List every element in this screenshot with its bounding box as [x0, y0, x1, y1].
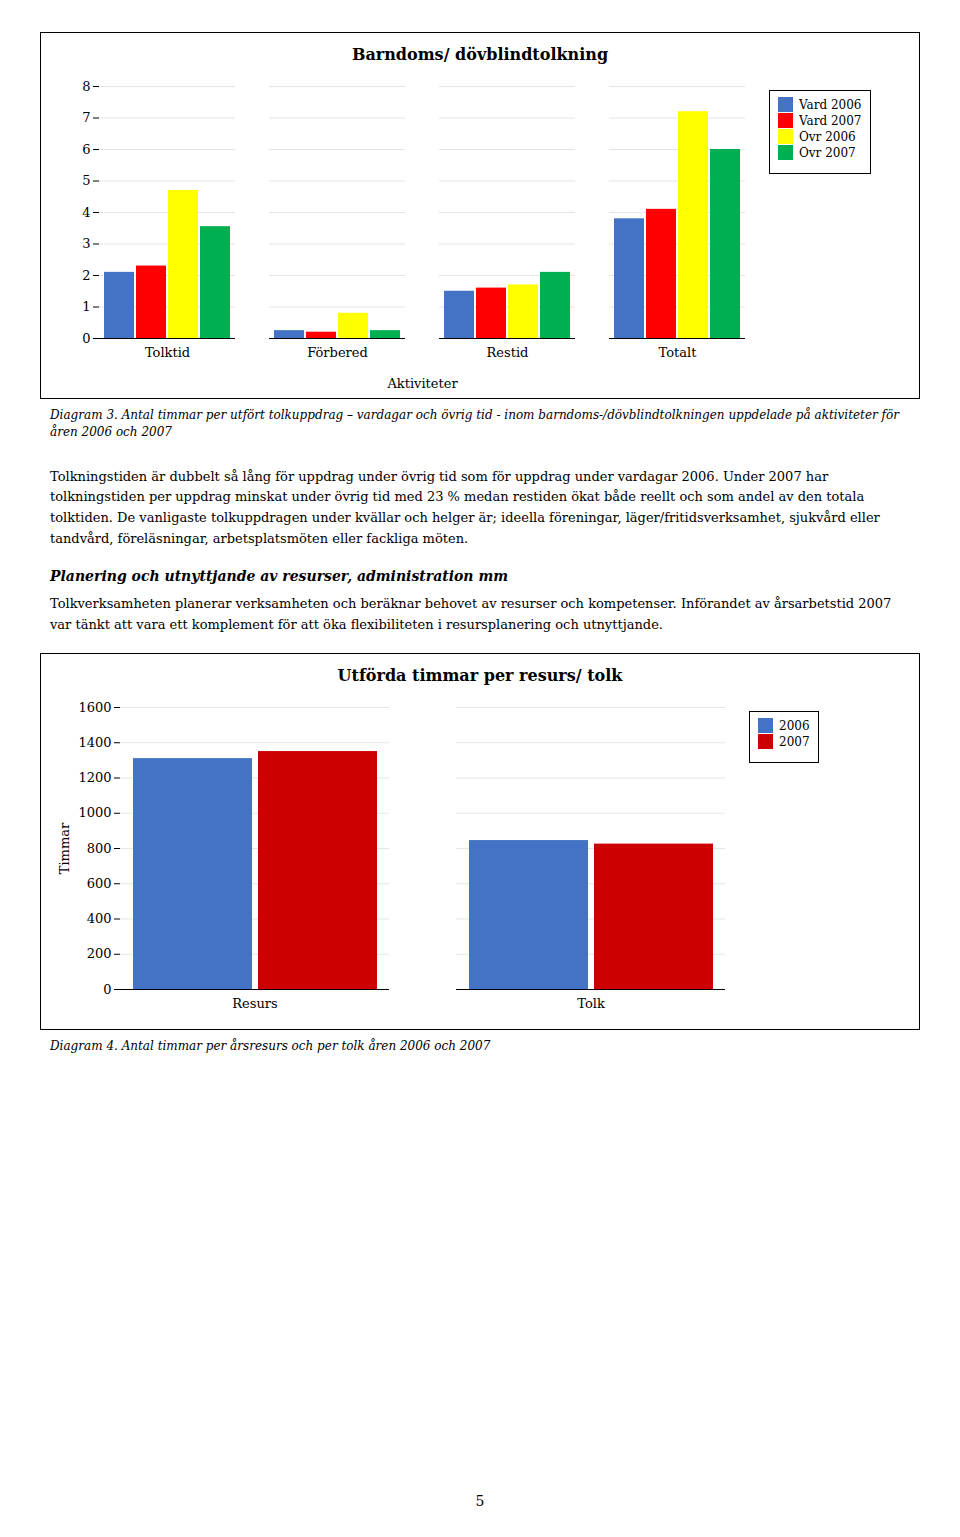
html-text:Diagram 3. Antal timmar per ut: Diagram 3. Antal timmar per utfört tolku… — [50, 408, 899, 439]
html-text:2006: 2006 — [779, 718, 810, 733]
html-text:Tolkningstiden är dubbelt så l: Tolkningstiden är dubbelt så lång för up… — [50, 468, 880, 546]
svg-text:7: 7 — [82, 110, 90, 125]
html-text:Planering och utnyttjande av r: Planering och utnyttjande av resurser, a… — [50, 567, 508, 584]
svg-text:3: 3 — [82, 236, 90, 251]
svg-text:Aktiviteter: Aktiviteter — [386, 376, 458, 391]
svg-text:1: 1 — [82, 299, 90, 314]
svg-text:800: 800 — [87, 841, 112, 856]
svg-text:2: 2 — [82, 268, 90, 283]
html-text:Tolkverksamheten planerar verk: Tolkverksamheten planerar verksamheten o… — [50, 595, 892, 632]
html-text:Barndoms/ dövblindtolkning: Barndoms/ dövblindtolkning — [351, 45, 609, 64]
svg-text:Timmar: Timmar — [57, 822, 72, 874]
svg-text:1600: 1600 — [78, 700, 111, 715]
svg-text:Tolktid: Tolktid — [145, 345, 190, 360]
svg-text:Resurs: Resurs — [232, 996, 277, 1011]
svg-text:0: 0 — [103, 982, 111, 997]
svg-text:200: 200 — [87, 947, 112, 962]
svg-text:Restid: Restid — [487, 345, 529, 360]
svg-text:6: 6 — [82, 142, 90, 157]
html-text:Övr 2006: Övr 2006 — [799, 129, 856, 144]
svg-text:0: 0 — [82, 331, 90, 346]
svg-text:8: 8 — [82, 79, 90, 94]
svg-text:600: 600 — [87, 876, 112, 891]
svg-text:1000: 1000 — [78, 806, 111, 821]
html-text:Vard 2007: Vard 2007 — [799, 113, 862, 128]
svg-text:5: 5 — [82, 173, 90, 188]
html-text:Övr 2007: Övr 2007 — [799, 145, 856, 160]
html-text:2007: 2007 — [779, 734, 810, 749]
html-text:5: 5 — [475, 1493, 485, 1509]
svg-text:Totalt: Totalt — [659, 345, 698, 360]
html-text:Vard 2006: Vard 2006 — [799, 97, 862, 112]
svg-text:Förbered: Förbered — [307, 345, 368, 360]
svg-text:400: 400 — [87, 912, 112, 927]
svg-text:Tolk: Tolk — [577, 996, 605, 1011]
svg-text:4: 4 — [82, 205, 90, 220]
html-text:Utförda timmar per resurs/ tol: Utförda timmar per resurs/ tolk — [337, 666, 623, 686]
svg-text:1200: 1200 — [78, 771, 111, 786]
html-text:Diagram 4. Antal timmar per år: Diagram 4. Antal timmar per årsresurs oc… — [50, 1039, 491, 1054]
svg-text:1400: 1400 — [78, 735, 111, 750]
